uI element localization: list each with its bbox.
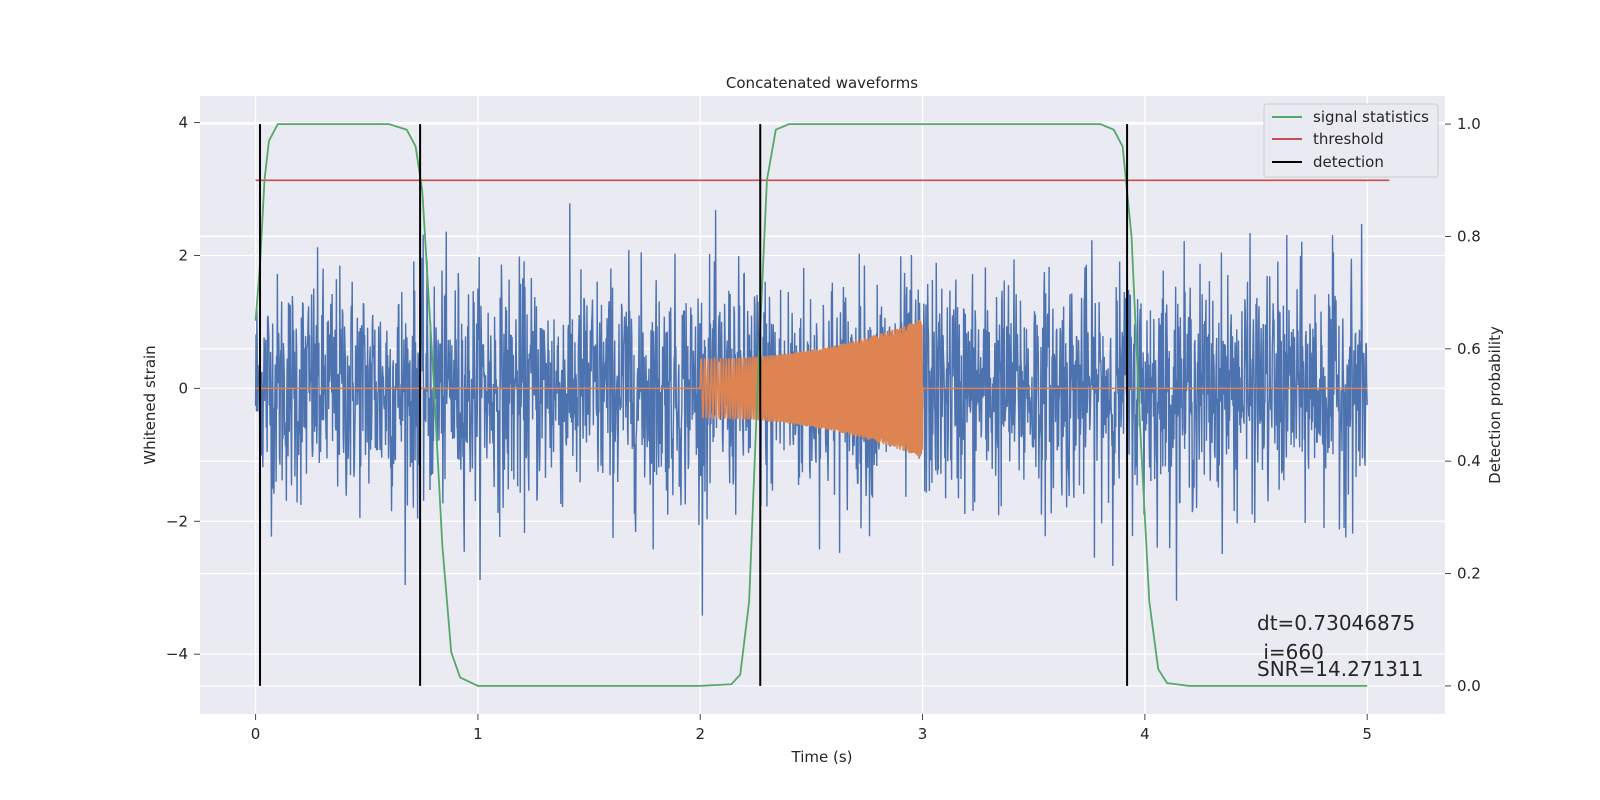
- axis-ticks: 0 1 2 3 4 5 −4 −2 0 2 4 0.0 0.2 0.4 0.6 0.8 1.0: [166, 114, 1481, 743]
- x-tick-label: 5: [1362, 725, 1372, 743]
- annotation-index: i=660: [1257, 640, 1324, 664]
- y-left-tick-label: 0: [178, 379, 188, 397]
- y-axis-label-left: Whitened strain: [141, 345, 159, 464]
- y-right-tick-label: 1.0: [1457, 115, 1481, 133]
- x-tick-label: 1: [473, 725, 483, 743]
- y-right-tick-label: 0.8: [1457, 227, 1481, 245]
- legend-label-detection: detection: [1313, 153, 1384, 171]
- annotations: dt=0.73046875 i=660 SNR=14.271311: [1257, 611, 1423, 681]
- chart-title: Concatenated waveforms: [726, 74, 918, 92]
- y-left-tick-label: −2: [166, 512, 188, 530]
- plot-area: [254, 123, 1390, 687]
- annotation-snr: SNR=14.271311: [1257, 657, 1423, 681]
- legend-label-threshold: threshold: [1313, 130, 1384, 148]
- legend-box: [1263, 103, 1439, 178]
- y-axis-label-right: Detection probability: [1486, 326, 1504, 484]
- annotation-dt: dt=0.73046875: [1257, 611, 1415, 635]
- legend-label-signal-statistics: signal statistics: [1313, 108, 1429, 126]
- y-left-tick-label: −4: [166, 645, 188, 663]
- y-right-tick-label: 0.4: [1457, 452, 1481, 470]
- x-axis-label: Time (s): [791, 748, 853, 766]
- y-right-tick-label: 0.0: [1457, 677, 1481, 695]
- series-statistics-line: [254, 123, 1368, 687]
- x-tick-label: 4: [1140, 725, 1150, 743]
- legend: signal statistics threshold detection: [1263, 103, 1439, 178]
- y-left-tick-label: 2: [178, 246, 188, 264]
- y-right-tick-label: 0.2: [1457, 565, 1481, 583]
- x-tick-label: 0: [251, 725, 261, 743]
- x-tick-label: 2: [695, 725, 705, 743]
- series-signal-line: [255, 319, 1368, 457]
- y-right-tick-label: 0.6: [1457, 340, 1481, 358]
- y-left-tick-label: 4: [178, 114, 188, 132]
- x-tick-label: 3: [918, 725, 928, 743]
